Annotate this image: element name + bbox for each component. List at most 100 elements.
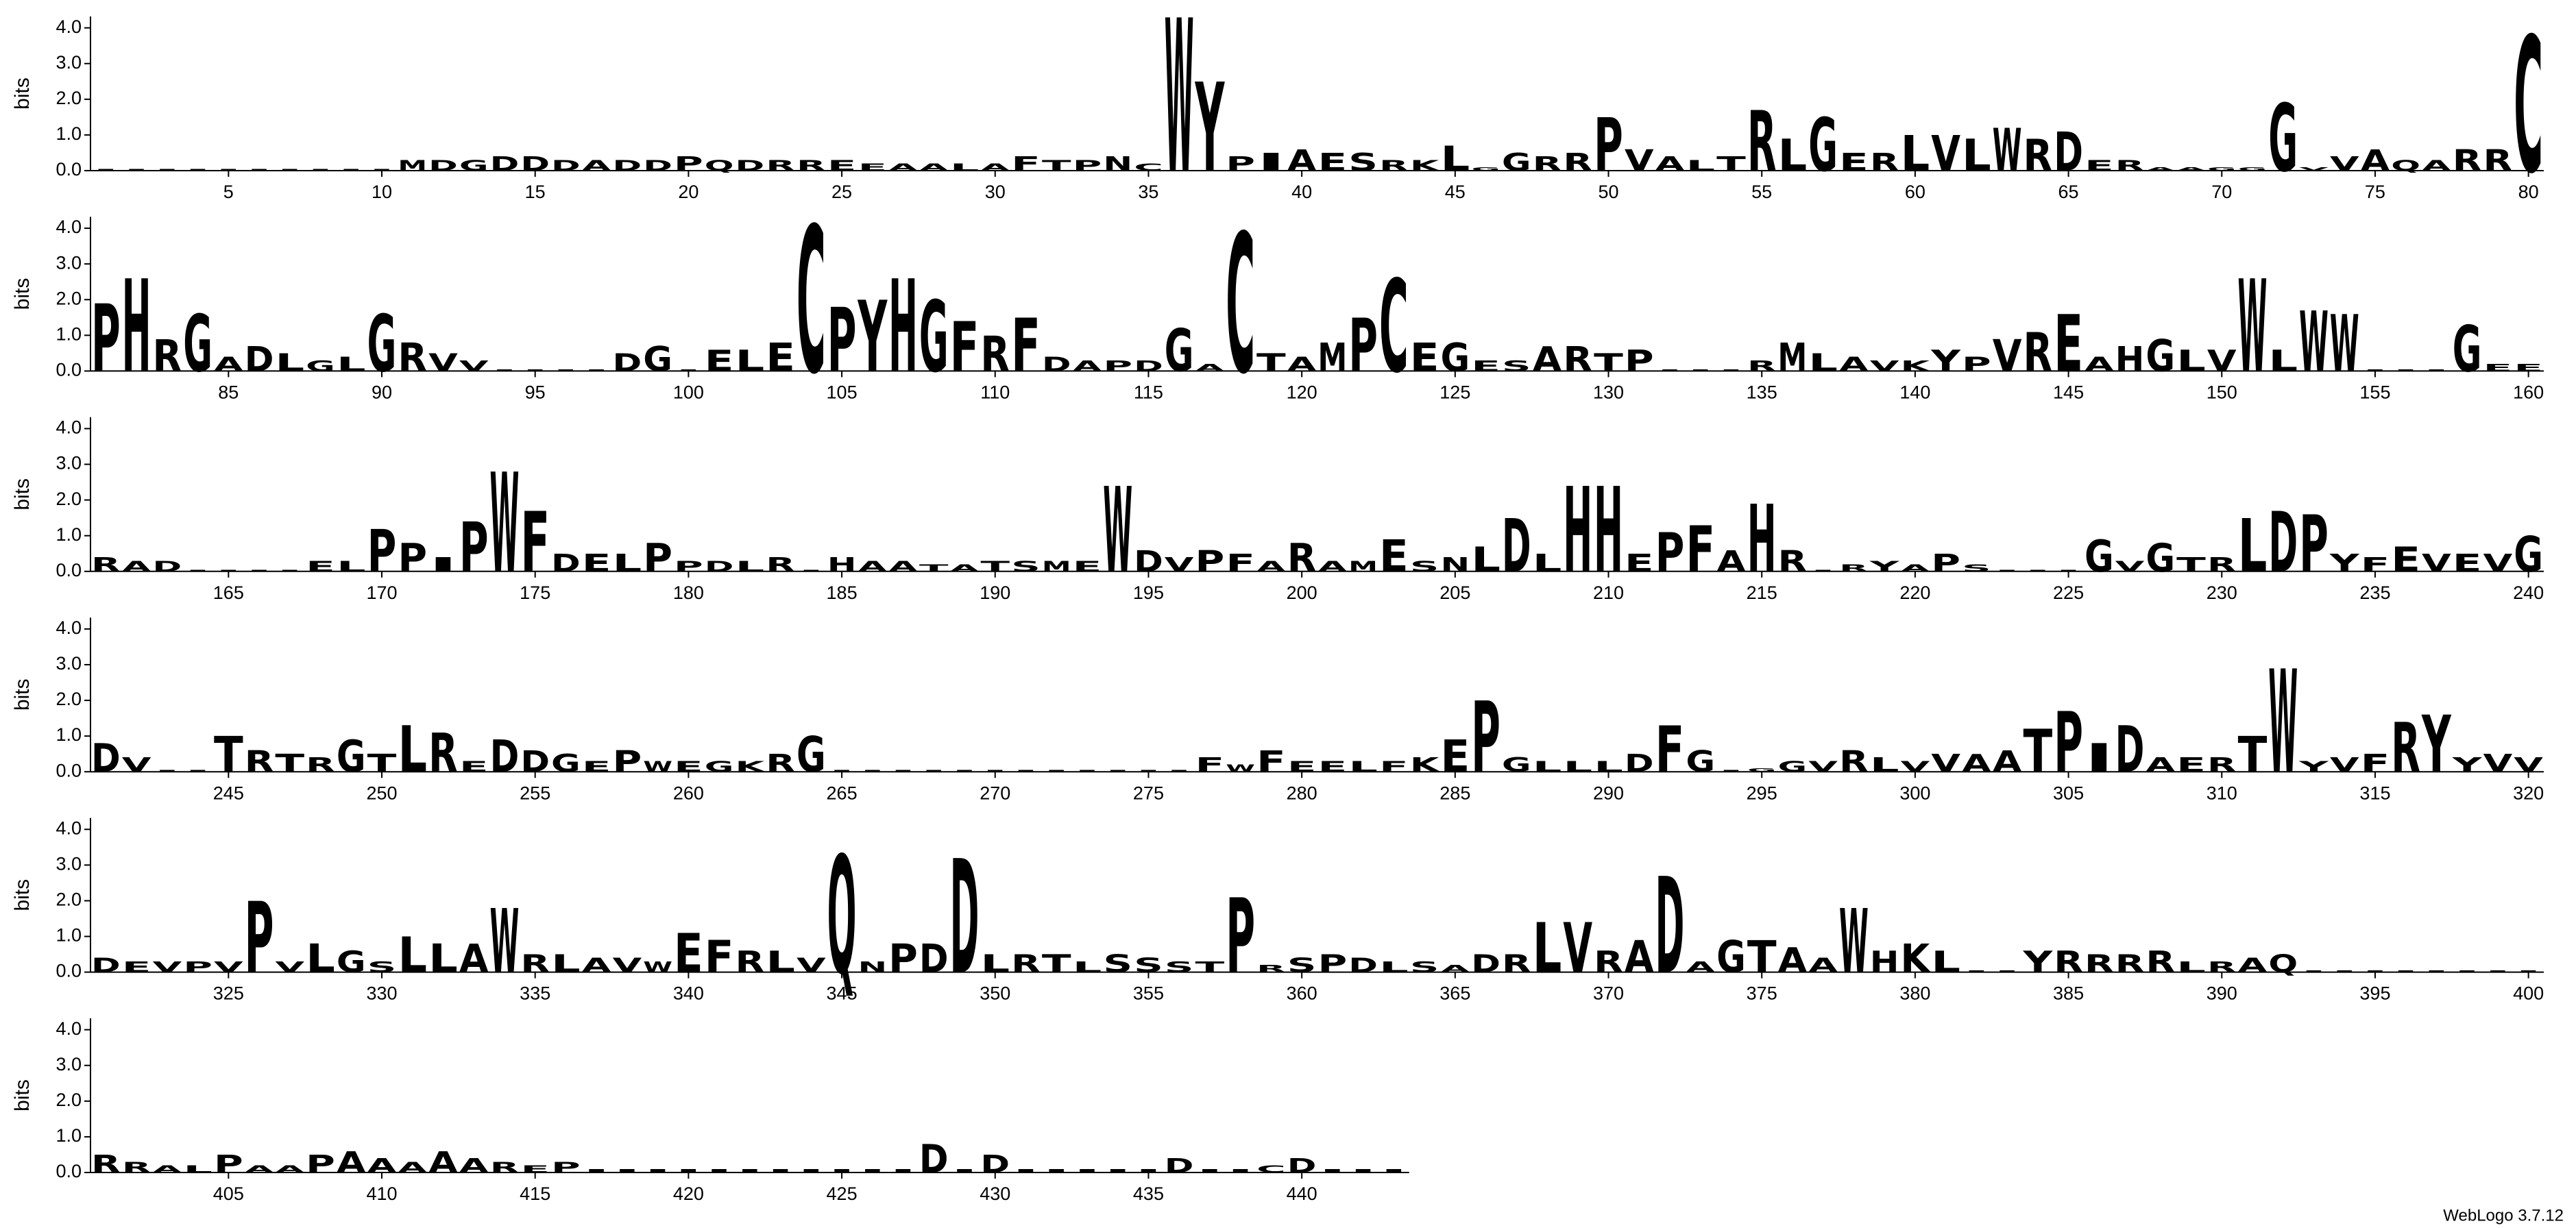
letter: R	[2115, 157, 2145, 174]
letter: I	[1686, 369, 1715, 371]
letter: V	[1993, 330, 2022, 382]
letter: W	[490, 445, 520, 604]
letter: E	[858, 162, 887, 173]
letter: S	[1134, 955, 1163, 977]
x-tick-label: 140	[1899, 382, 1930, 403]
letter: G	[2453, 312, 2482, 386]
letter: P	[1226, 878, 1255, 997]
letter: I	[2453, 970, 2482, 972]
letter: R	[1747, 358, 1777, 375]
letter: E	[1318, 759, 1348, 776]
letter: Q	[827, 822, 857, 1011]
y-axis-label: bits	[11, 478, 34, 511]
letter: S	[1410, 959, 1439, 976]
letter: V	[797, 955, 826, 977]
letter: I	[888, 1168, 918, 1173]
letter: I	[797, 569, 826, 572]
letter: L	[1379, 959, 1409, 976]
letter: R	[735, 946, 764, 980]
letter: F	[1655, 713, 1685, 787]
letter: T	[1042, 949, 1071, 978]
letter: E	[1073, 558, 1102, 575]
y-axis-label: bits	[11, 879, 34, 911]
letter: I	[183, 169, 212, 171]
letter: E	[2085, 157, 2114, 174]
letter: P	[398, 535, 427, 581]
x-tick-label: 410	[366, 1183, 397, 1204]
y-tick-label: 4.0	[56, 417, 82, 438]
letter: R	[1839, 563, 1869, 574]
letter: D	[1471, 949, 1500, 978]
letter: P	[674, 558, 703, 575]
letter: A	[582, 157, 611, 174]
letter: Y	[1195, 58, 1225, 200]
letter: D	[245, 339, 274, 379]
letter: V	[2207, 344, 2237, 378]
letter: F	[1011, 304, 1041, 389]
letter: Y	[2023, 946, 2054, 980]
letter: L	[337, 353, 366, 376]
letter: I	[183, 770, 212, 772]
letter: P	[306, 1150, 335, 1179]
x-tick-label: 190	[980, 582, 1010, 603]
letter: P	[1655, 522, 1685, 585]
letter: D	[428, 157, 458, 174]
letter: P	[1103, 358, 1132, 375]
letter: L	[2176, 959, 2206, 976]
letter: P	[183, 959, 212, 976]
letter: T	[2176, 554, 2206, 576]
letter: G	[1716, 931, 1746, 983]
x-tick-label: 130	[1593, 382, 1624, 403]
letter: P	[245, 883, 274, 996]
x-tick-label: 185	[827, 582, 858, 603]
letter: T	[2238, 726, 2268, 783]
x-tick-label: 250	[366, 783, 397, 803]
x-tick-label: 280	[1287, 783, 1317, 803]
x-tick-label: 305	[2053, 783, 2084, 803]
letter: G	[797, 726, 826, 783]
letter: P	[827, 290, 857, 393]
letter: P	[1195, 545, 1225, 579]
y-tick-label: 3.0	[56, 653, 82, 674]
x-tick-label: 370	[1593, 983, 1624, 1004]
letter: R	[1563, 148, 1592, 177]
letter: Q	[2268, 949, 2298, 978]
letter: V	[1931, 749, 1960, 778]
letter: I	[827, 1168, 857, 1173]
x-tick-label: 440	[1287, 1183, 1317, 1204]
letter: I	[1011, 1168, 1041, 1173]
letter: R	[1256, 963, 1286, 974]
letter: P	[91, 285, 121, 393]
letter: G	[1502, 754, 1531, 776]
letter: L	[1962, 130, 1991, 181]
letter: A	[1686, 959, 1715, 976]
y-tick-label: 3.0	[56, 252, 82, 273]
letter: V	[1901, 759, 1930, 776]
letter: A	[1839, 353, 1869, 376]
letter: I	[1716, 369, 1746, 371]
letter: A	[919, 162, 949, 173]
letter: E	[459, 759, 489, 776]
y-tick-label: 2.0	[56, 489, 82, 509]
x-tick-label: 150	[2207, 382, 2237, 403]
letter: R	[2453, 144, 2482, 178]
y-tick-label: 3.0	[56, 52, 82, 73]
y-tick-label: 2.0	[56, 689, 82, 709]
letter: M	[1318, 335, 1348, 381]
letter: G	[919, 282, 949, 395]
letter: G	[1165, 317, 1194, 384]
letter: G	[459, 157, 489, 174]
letter: G	[183, 299, 212, 390]
letter: E	[2391, 540, 2420, 580]
x-tick-label: 295	[1747, 783, 1777, 803]
letter: D	[735, 157, 764, 174]
y-tick-label: 4.0	[56, 16, 82, 37]
x-tick-label: 160	[2513, 382, 2544, 403]
letter: E	[122, 959, 151, 976]
letter: P	[1594, 103, 1623, 188]
letter: E	[1379, 530, 1409, 582]
y-tick-label: 0.0	[56, 961, 82, 981]
letter: F	[1256, 745, 1286, 779]
letter: G	[2207, 166, 2237, 171]
letter: V	[2514, 754, 2543, 776]
